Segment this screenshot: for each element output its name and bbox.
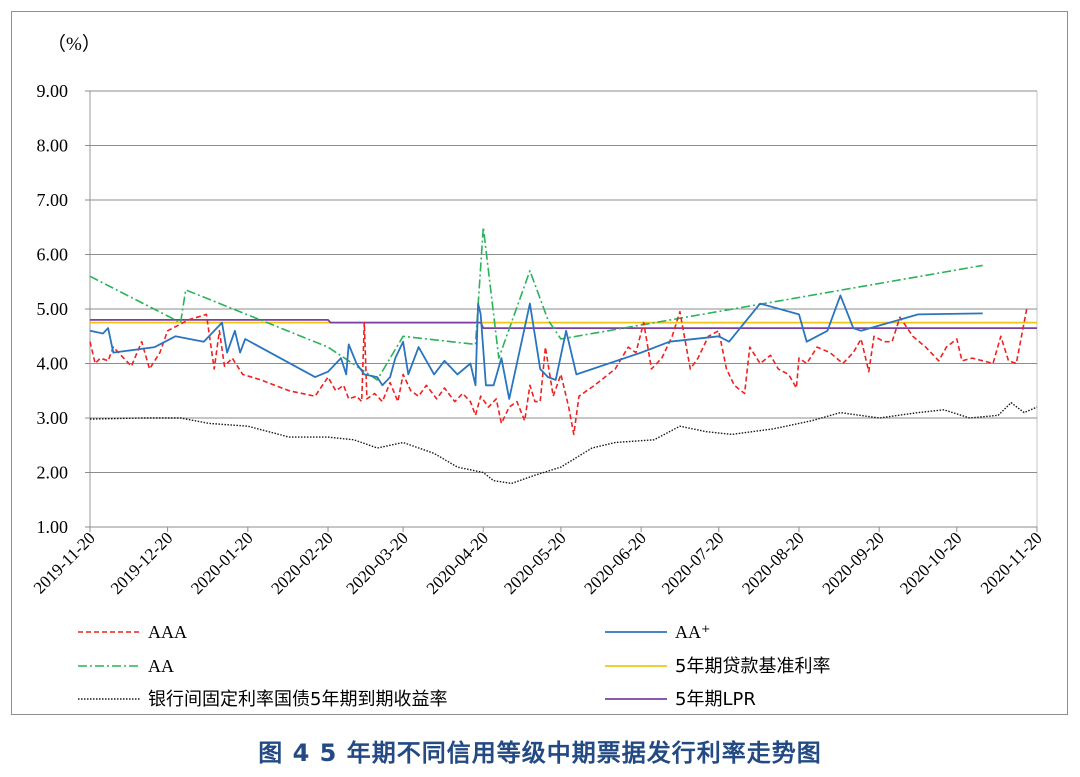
series-line-5 bbox=[90, 318, 1037, 330]
y-tick-label: 2.00 bbox=[37, 463, 69, 483]
y-axis: 1.00 2.00 3.00 4.00 5.00 6.00 7.00 8.00 9.00 bbox=[37, 81, 90, 537]
y-tick-label: 4.00 bbox=[37, 354, 69, 374]
y-unit-label: （%） bbox=[47, 33, 101, 55]
x-tick-label: 2020-02-20 bbox=[267, 528, 337, 598]
figure-caption: 图 4 5 年期不同信用等级中期票据发行利率走势图 bbox=[258, 739, 822, 767]
y-tick-label: 3.00 bbox=[37, 408, 69, 428]
legend-label: 5年期LPR bbox=[675, 689, 756, 710]
y-tick-label: 6.00 bbox=[37, 245, 69, 265]
series-layer bbox=[89, 226, 1038, 485]
legend-label: AAA bbox=[148, 622, 187, 642]
x-tick-label: 2020-08-20 bbox=[738, 528, 808, 598]
y-tick-label: 5.00 bbox=[37, 299, 69, 319]
series-line-1 bbox=[89, 294, 983, 400]
y-tick-label: 9.00 bbox=[37, 81, 69, 101]
x-tick-label: 2020-03-20 bbox=[342, 528, 412, 598]
series-line-0 bbox=[89, 308, 1028, 436]
series-line-4 bbox=[89, 402, 1038, 485]
x-tick-label: 2019-11-20 bbox=[30, 528, 99, 597]
x-tick-label: 2020-07-20 bbox=[658, 528, 728, 598]
grid-lines bbox=[89, 90, 1038, 528]
y-tick-label: 8.00 bbox=[37, 136, 69, 156]
x-tick-label: 2020-04-20 bbox=[423, 528, 493, 598]
line-chart: （%） 1.00 2.00 3.00 4.00 5.00 6.00 7.00 8.00 9.00… bbox=[30, 33, 1046, 710]
x-tick-label: 2020-01-20 bbox=[187, 528, 257, 598]
x-tick-label: 2020-11-20 bbox=[977, 528, 1046, 597]
x-axis: 2019-11-20 2019-12-20 2020-01-20 2020-02-20… bbox=[30, 527, 1046, 598]
legend-label: 银行间固定利率国债5年期到期收益率 bbox=[148, 689, 447, 710]
legend-label: 5年期贷款基准利率 bbox=[675, 656, 830, 677]
legend-label: AA⁺ bbox=[675, 622, 711, 642]
x-tick-label: 2020-09-20 bbox=[818, 528, 888, 598]
y-tick-label: 1.00 bbox=[37, 517, 69, 537]
x-tick-label: 2020-10-20 bbox=[896, 528, 966, 598]
y-tick-label: 7.00 bbox=[37, 190, 69, 210]
x-tick-label: 2019-12-20 bbox=[107, 528, 177, 598]
legend-label: AA bbox=[148, 656, 174, 676]
x-tick-label: 2020-06-20 bbox=[580, 528, 650, 598]
x-tick-label: 2020-05-20 bbox=[500, 528, 570, 598]
